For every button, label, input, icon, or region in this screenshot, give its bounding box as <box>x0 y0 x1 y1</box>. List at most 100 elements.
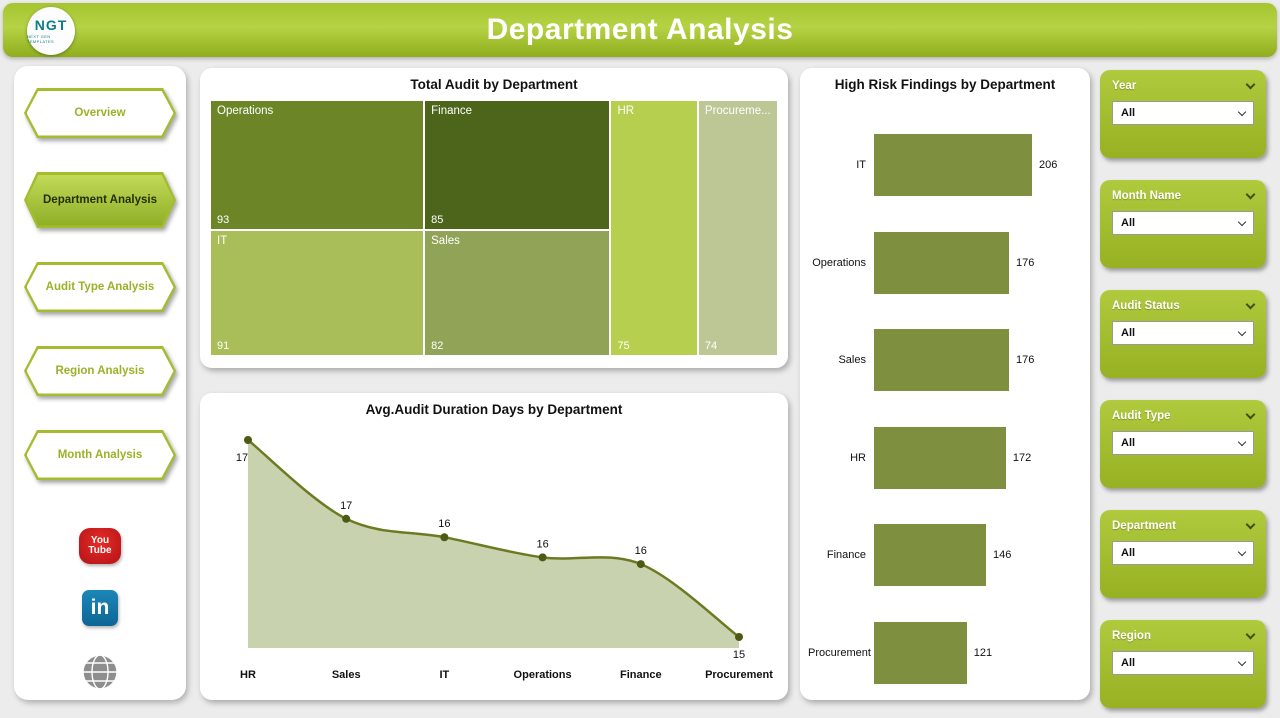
data-label: 15 <box>733 649 745 661</box>
x-axis-label: HR <box>240 669 256 681</box>
filter-header[interactable]: Department <box>1112 519 1256 532</box>
chevron-down-icon <box>1245 189 1256 199</box>
line-chart-card: Avg.Audit Duration Days by Department 17… <box>200 393 788 700</box>
area-fill <box>248 440 739 648</box>
bar-it[interactable] <box>874 134 1032 196</box>
header-banner: NGT NEXT GEN TEMPLATES Department Analys… <box>3 3 1277 57</box>
bar-row-finance: Finance 146 <box>808 524 1080 587</box>
bar-rows: IT 206 Operations 176 Sales 176 HR 172 Finance 14… <box>808 134 1080 684</box>
data-label: 17 <box>236 452 248 464</box>
bar-value-label: 172 <box>1012 451 1032 464</box>
data-label: 16 <box>438 518 450 530</box>
filter-dropdown[interactable]: All <box>1112 321 1254 345</box>
filter-header[interactable]: Month Name <box>1112 189 1256 202</box>
nav-list: Overview Department Analysis Audit Type An… <box>24 88 176 514</box>
treemap-tile-hr[interactable]: HR 75 <box>610 100 698 356</box>
youtube-icon[interactable]: You Tube <box>79 528 121 564</box>
filter-header[interactable]: Year <box>1112 79 1256 92</box>
filter-label: Department <box>1112 520 1176 532</box>
hex-shape: Overview <box>24 88 176 138</box>
treemap-tile-finance[interactable]: Finance 85 <box>424 100 611 230</box>
filter-year: Year All <box>1100 70 1266 158</box>
sidebar: Overview Department Analysis Audit Type An… <box>14 66 186 700</box>
x-axis-label: IT <box>440 669 450 681</box>
sidebar-item-region-analysis[interactable]: Region Analysis <box>24 346 176 396</box>
filter-department: Department All <box>1100 510 1266 598</box>
filter-dropdown[interactable]: All <box>1112 431 1254 455</box>
bar-value-label: 176 <box>1016 354 1035 367</box>
linkedin-icon[interactable]: in <box>82 590 118 626</box>
bar-operations[interactable] <box>874 231 1009 294</box>
filter-label: Audit Type <box>1112 410 1171 422</box>
hex-fill: Month Analysis <box>27 433 174 478</box>
treemap-tile-procureme[interactable]: Procureme... 74 <box>697 100 778 356</box>
filter-month-name: Month Name All <box>1100 180 1266 268</box>
filter-header[interactable]: Region <box>1112 629 1256 642</box>
sidebar-item-department-analysis[interactable]: Department Analysis <box>24 172 176 228</box>
bar-row-operations: Operations 176 <box>808 231 1080 294</box>
hex-shape: Month Analysis <box>24 430 176 480</box>
treemap-tile-operations[interactable]: Operations 93 <box>210 100 425 230</box>
nav-label: Overview <box>74 106 126 119</box>
tile-label: Sales <box>431 234 460 247</box>
ngt-logo: NGT NEXT GEN TEMPLATES <box>27 7 75 55</box>
bar-value-label: 176 <box>1016 256 1035 269</box>
tile-value: 91 <box>217 339 230 352</box>
data-point-hr <box>244 436 252 444</box>
x-axis-label: Operations <box>514 669 572 681</box>
sidebar-item-overview[interactable]: Overview <box>24 88 176 138</box>
sidebar-item-month-analysis[interactable]: Month Analysis <box>24 430 176 480</box>
bar-hr[interactable] <box>874 426 1006 489</box>
treemap: Operations 93 Finance 85 IT 91 Sales 82 HR 75 Proc… <box>210 100 778 356</box>
chevron-down-icon <box>1245 299 1256 309</box>
youtube-text-bottom: Tube <box>88 545 112 556</box>
filter-dropdown[interactable]: All <box>1112 651 1254 675</box>
hex-fill: Audit Type Analysis <box>27 265 174 310</box>
bar-finance[interactable] <box>874 524 986 587</box>
filter-dropdown[interactable]: All <box>1112 211 1254 235</box>
bar-category-label: Procurement <box>808 646 871 659</box>
data-point-finance <box>636 560 645 569</box>
bar-chart-title: High Risk Findings by Department <box>834 77 1056 92</box>
data-point-procurement <box>735 633 743 642</box>
nav-label: Audit Type Analysis <box>45 280 155 293</box>
chevron-down-icon <box>1245 519 1256 529</box>
filter-header[interactable]: Audit Status <box>1112 299 1256 312</box>
bar-procurement[interactable] <box>874 621 967 684</box>
tile-value: 93 <box>217 213 230 226</box>
filter-header[interactable]: Audit Type <box>1112 409 1256 422</box>
filter-selected-value: All <box>1121 107 1136 119</box>
treemap-tile-it[interactable]: IT 91 <box>210 229 425 356</box>
filter-label: Year <box>1112 80 1137 92</box>
tile-value: 82 <box>431 339 444 352</box>
sidebar-item-audit-type-analysis[interactable]: Audit Type Analysis <box>24 262 176 312</box>
bar-category-label: IT <box>856 159 866 171</box>
treemap-tile-sales[interactable]: Sales 82 <box>424 229 611 356</box>
youtube-text-top: You <box>90 534 110 546</box>
data-label: 17 <box>340 500 352 512</box>
treemap-title: Total Audit by Department <box>410 77 578 92</box>
hex-shape: Region Analysis <box>24 346 176 396</box>
bar-row-it: IT 206 <box>808 134 1080 196</box>
dropdown-chevron-icon <box>1237 217 1247 226</box>
nav-label: Department Analysis <box>43 193 157 206</box>
data-label: 16 <box>635 545 647 557</box>
bar-value-label: 206 <box>1039 159 1058 171</box>
tile-label: Finance <box>431 105 473 117</box>
bar-sales[interactable] <box>874 329 1009 392</box>
hex-fill: Region Analysis <box>27 349 174 394</box>
filter-region: Region All <box>1100 620 1266 708</box>
filter-audit-type: Audit Type All <box>1100 400 1266 488</box>
globe-icon[interactable] <box>80 652 120 692</box>
filter-dropdown[interactable]: All <box>1112 101 1254 125</box>
data-point-sales <box>342 514 351 523</box>
globe-svg <box>82 654 118 690</box>
bar-chart-card: High Risk Findings by Department IT 206 Op… <box>800 68 1090 700</box>
trend-line <box>247 439 740 639</box>
chevron-down-icon <box>1245 79 1256 89</box>
data-point-it <box>440 533 449 542</box>
tile-label: Operations <box>217 105 274 117</box>
filter-dropdown[interactable]: All <box>1112 541 1254 565</box>
x-axis-label: Procurement <box>705 669 773 681</box>
